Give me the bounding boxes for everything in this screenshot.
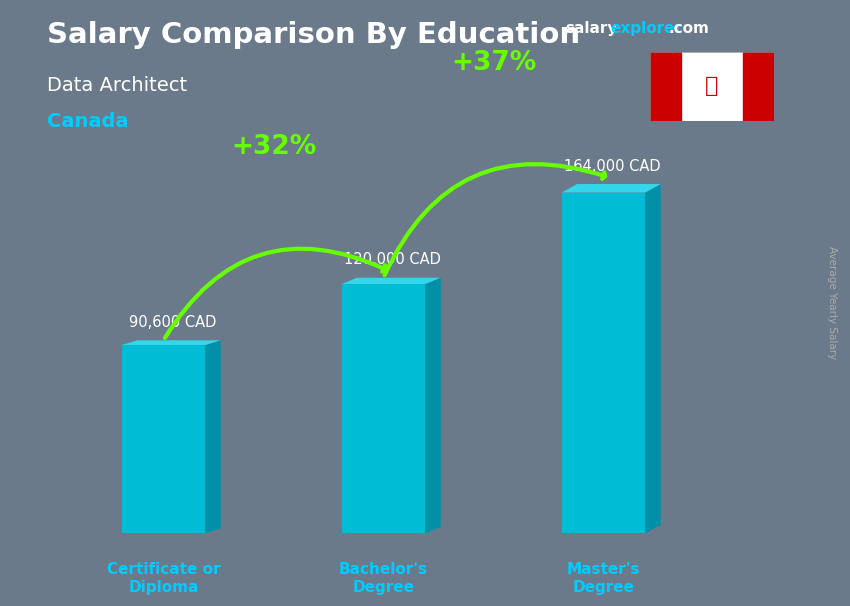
Text: 164,000 CAD: 164,000 CAD [564,159,660,174]
Polygon shape [122,341,221,345]
Polygon shape [206,341,221,533]
Text: .com: .com [669,21,710,36]
Text: 🍁: 🍁 [706,76,718,96]
FancyBboxPatch shape [122,345,206,533]
Text: Average Yearly Salary: Average Yearly Salary [827,247,837,359]
Text: Master's
Degree: Master's Degree [567,562,640,594]
Text: Salary Comparison By Education: Salary Comparison By Education [47,21,580,49]
FancyBboxPatch shape [342,284,425,533]
Text: explorer: explorer [610,21,683,36]
Bar [743,52,774,121]
Polygon shape [425,278,440,533]
Polygon shape [645,184,660,533]
Text: 120,000 CAD: 120,000 CAD [344,252,441,267]
Polygon shape [342,278,440,284]
Text: Bachelor's
Degree: Bachelor's Degree [339,562,428,594]
Polygon shape [562,184,660,193]
Text: Data Architect: Data Architect [47,76,187,95]
Text: +37%: +37% [450,50,536,76]
Text: salary: salary [565,21,618,36]
Text: 90,600 CAD: 90,600 CAD [128,315,216,330]
Text: Canada: Canada [47,112,128,131]
Text: Certificate or
Diploma: Certificate or Diploma [107,562,220,594]
Text: +32%: +32% [231,134,316,160]
Bar [650,52,681,121]
FancyBboxPatch shape [562,193,645,533]
